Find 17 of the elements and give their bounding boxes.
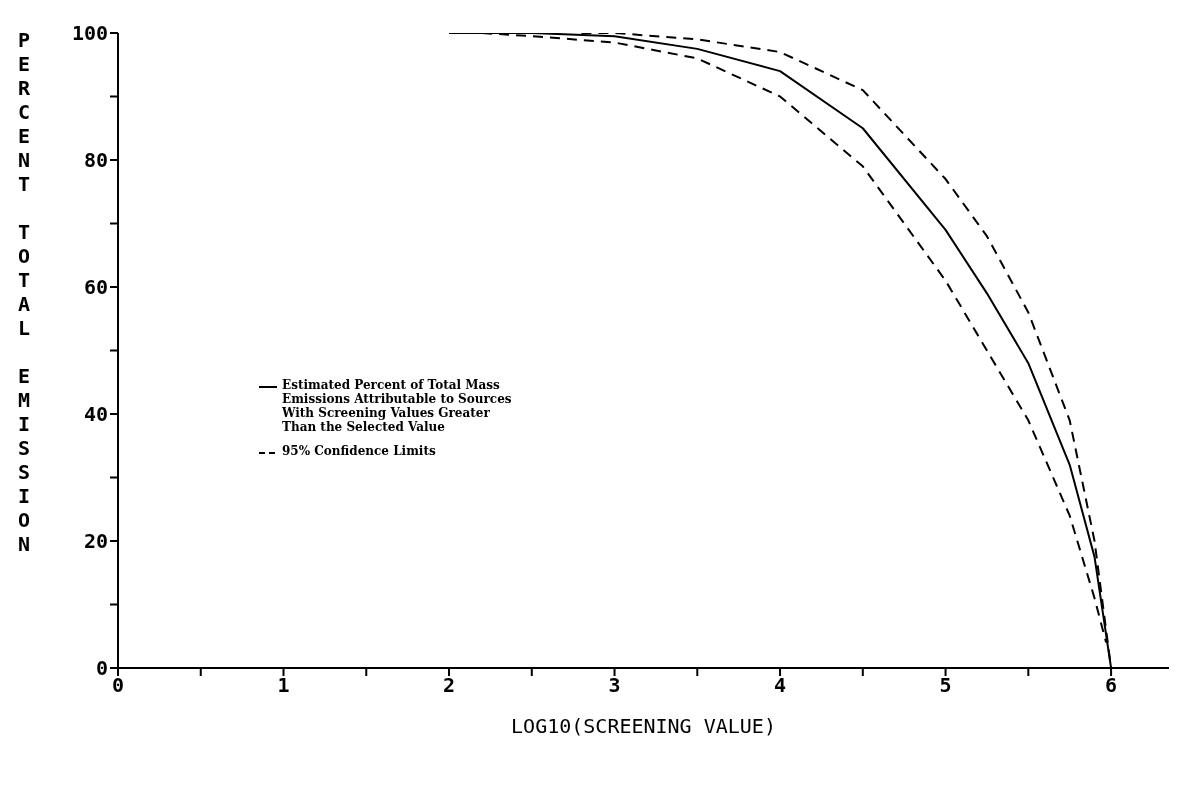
y-axis-title: PERCENT TOTAL EMISSION <box>12 28 36 556</box>
y-tick-label: 80 <box>83 148 108 173</box>
x-tick-label: 2 <box>443 673 456 698</box>
legend-label: 95% Confidence Limits <box>282 444 436 458</box>
x-tick-label: 3 <box>608 673 621 698</box>
x-tick-label: 4 <box>774 673 787 698</box>
legend-label: Estimated Percent of Total Mass Emissions Attributable to Sources With Screening Values Greater Than the Selected Value <box>282 378 513 434</box>
y-tick-label: 40 <box>83 402 108 427</box>
y-tick-label: 20 <box>83 529 108 554</box>
x-tick-label: 1 <box>277 673 290 698</box>
y-tick-label: 0 <box>95 656 108 681</box>
x-tick-label: 6 <box>1105 673 1118 698</box>
y-tick-label: 60 <box>83 275 108 300</box>
x-tick-label: 0 <box>111 673 125 698</box>
y-tick-label: 100 <box>71 21 108 46</box>
x-tick-label: 5 <box>939 673 952 698</box>
x-axis-title: LOG10(SCREENING VALUE) <box>511 714 776 738</box>
